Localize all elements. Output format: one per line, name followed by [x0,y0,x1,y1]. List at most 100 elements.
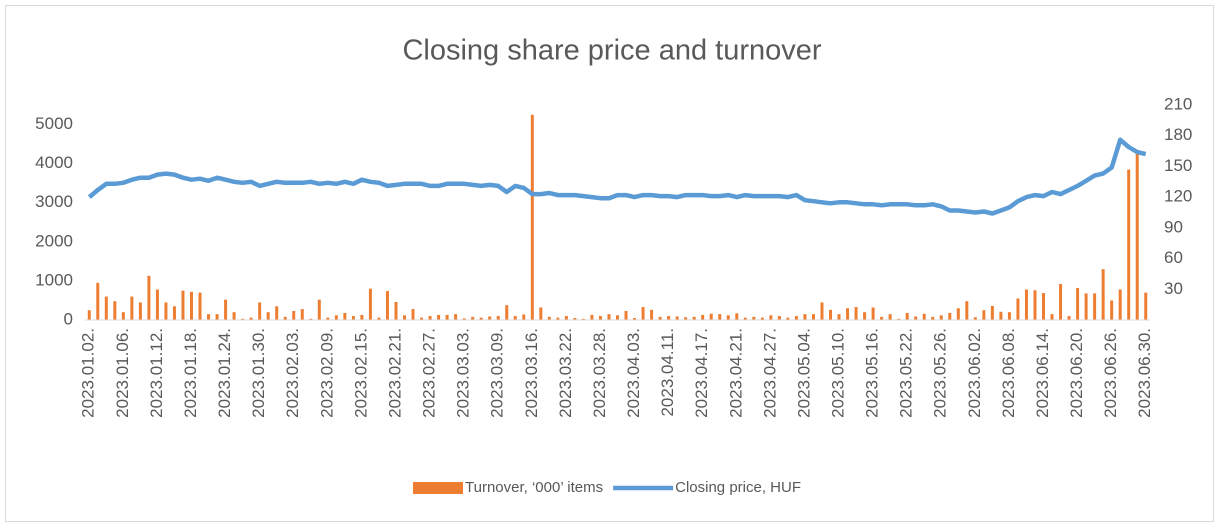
y-tick-label: 4000 [35,153,73,172]
x-tick-label: 2023.02.09. [317,328,336,418]
bar [854,307,858,320]
bar [190,291,193,320]
legend-swatch [413,482,463,494]
bar [1110,300,1114,320]
x-tick-label: 2023.02.15. [351,328,370,418]
bar [999,311,1003,320]
x-tick-label: 2023.06.14. [1033,328,1052,418]
bar [692,316,696,320]
bar [641,307,645,320]
bar [1101,269,1105,320]
bar [385,291,389,320]
x-tick-label: 2023.01.06. [113,328,132,418]
x-tick-label: 2023.02.03. [283,328,302,418]
bar [368,288,372,320]
bar [1084,293,1088,320]
chart-border [5,5,1214,522]
legend-label: Closing price, HUF [675,479,801,496]
bar [837,314,841,320]
bar [982,310,986,320]
bar [411,309,415,320]
bar [905,312,909,320]
bar [598,316,602,320]
bar [956,308,960,320]
bar [172,306,176,320]
x-tick-label: 2023.05.26. [931,328,950,418]
bar [871,307,875,320]
x-tick-label: 2023.04.03. [624,328,643,418]
bar [794,316,798,320]
bar [581,318,585,320]
bar [990,305,994,320]
x-tick-label: 2023.04.17. [692,328,711,418]
bar [317,299,321,320]
bar [1127,169,1131,320]
bar [1033,290,1037,320]
bar [1007,312,1011,320]
bar [616,315,619,320]
bar [965,301,969,320]
bar [121,312,125,320]
x-tick-label: 2023.05.16. [863,328,882,418]
bar [147,275,151,320]
x-tick-label: 2023.06.02. [965,328,984,418]
x-tick-label: 2023.05.10. [829,328,848,418]
bar [445,314,449,320]
x-tick-label: 2023.03.28. [590,328,609,418]
bar [675,316,679,320]
bar [948,312,952,320]
bar [863,312,867,320]
bar [718,314,722,320]
bar [829,309,832,320]
y2-tick-label: 180 [1164,125,1192,144]
bar [931,316,935,320]
bar [760,317,764,320]
bar [113,301,117,320]
bar [104,296,108,320]
bar [87,310,91,320]
bar [564,316,568,320]
bar [377,317,381,320]
bar [241,318,245,320]
bar [351,316,355,320]
x-tick-label: 2023.06.08. [999,328,1018,418]
bar [1059,284,1063,320]
bar [513,316,517,320]
bar [249,317,253,320]
bar [479,317,483,320]
bar [138,302,142,320]
bar [266,312,270,320]
bar [283,316,287,320]
bar [309,318,313,320]
y2-tick-label: 90 [1164,217,1183,236]
bar [403,315,406,320]
price-line [87,137,1147,216]
bar [880,316,884,320]
bar [334,315,338,320]
bar [658,316,662,320]
y-tick-label: 2000 [35,231,73,250]
x-tick-label: 2023.05.22. [897,328,916,418]
bar [1144,292,1148,320]
bar [1016,298,1020,320]
x-tick-label: 2023.04.11. [658,328,677,417]
y-tick-label: 0 [64,309,73,328]
x-tick-label: 2023.03.09. [488,328,507,418]
bar [394,302,398,320]
chart-title: Closing share price and turnover [402,35,821,67]
bar [181,290,185,320]
bar [922,313,926,320]
y2-tick-label: 60 [1164,248,1183,267]
bar [522,314,526,320]
x-tick-label: 2023.03.22. [556,328,575,418]
bar [846,308,850,320]
bar [777,316,781,320]
bar [684,317,688,320]
bar [701,314,705,320]
bar [207,314,211,320]
x-tick-label: 2023.01.02. [79,328,98,418]
bar [786,317,790,320]
bar [1076,287,1080,320]
bar [155,289,159,320]
y-tick-label: 3000 [35,192,73,211]
